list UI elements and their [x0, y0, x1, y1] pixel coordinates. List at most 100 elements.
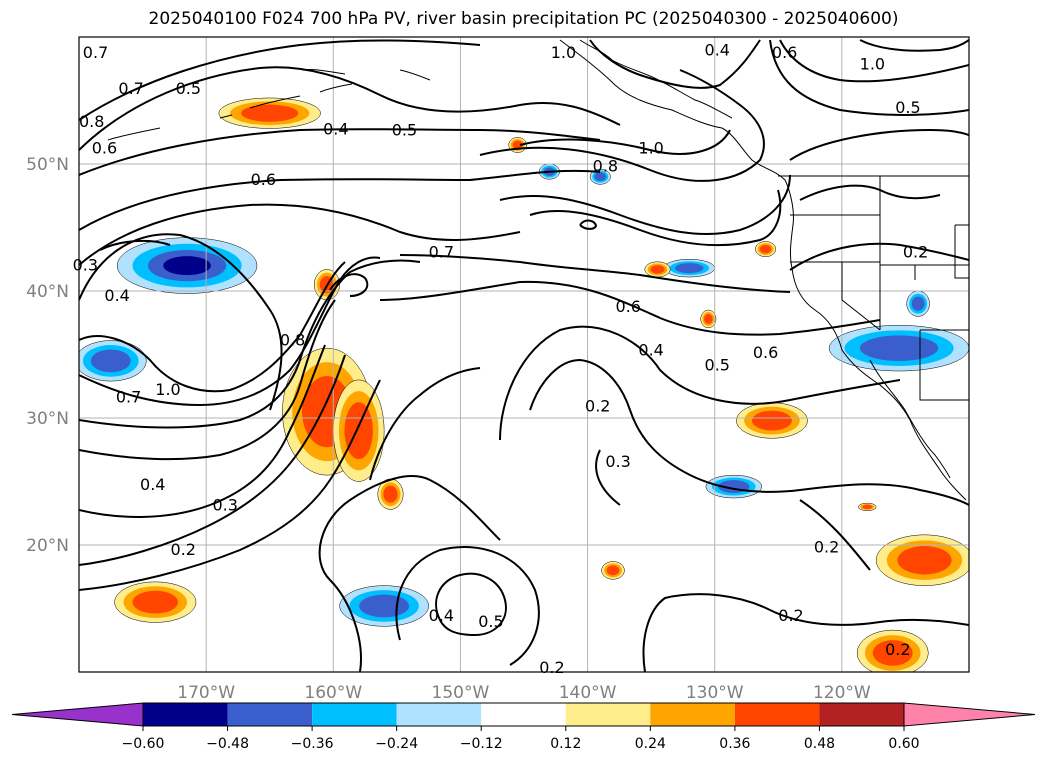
- pv-contour: [79, 344, 326, 518]
- pv-contour: [79, 128, 601, 176]
- colorbar-tick-label: −0.12: [460, 736, 503, 752]
- pv-contour: [329, 273, 369, 297]
- contour-label: 0.4: [323, 119, 348, 138]
- precip-anomaly: [906, 290, 930, 317]
- pv-contour: [395, 546, 540, 666]
- precip-anomaly: [856, 629, 929, 672]
- colorbar-segment: [734, 703, 820, 726]
- pv-contour: [799, 184, 941, 201]
- precip-anomaly: [116, 237, 258, 294]
- precip-anomaly: [755, 241, 776, 257]
- contour-label: 0.2: [585, 396, 610, 415]
- contour-label: 0.5: [392, 121, 417, 140]
- contour-label: 0.5: [176, 79, 201, 98]
- lon-label: 120°W: [813, 683, 871, 703]
- contour-label: 0.2: [885, 640, 910, 659]
- contour-label: 1.0: [638, 138, 663, 157]
- contour-labels: 0.7 0.7 0.5 0.8 0.6 0.4 0.5 0.6 1.0 0.4 0.6 1.0 0.5 0…: [73, 41, 929, 677]
- contour-label: 0.5: [705, 356, 730, 375]
- colorbar-tick-label: 0.12: [550, 736, 581, 752]
- pv-contour: [479, 69, 765, 182]
- precip-anomaly: [114, 581, 197, 623]
- colorbar-tick-label: 0.48: [804, 736, 835, 752]
- lon-label: 130°W: [686, 683, 744, 703]
- lon-label: 140°W: [559, 683, 617, 703]
- pv-contour: [435, 572, 507, 637]
- contour-label: 1.0: [551, 43, 576, 62]
- map-title: 2025040100 F024 700 hPa PV, river basin …: [148, 9, 899, 29]
- pv-contour: [799, 499, 871, 571]
- contour-label: 0.6: [251, 170, 276, 189]
- precip-anomaly: [377, 478, 404, 510]
- colorbar-tick-label: −0.36: [291, 736, 334, 752]
- pv-contour: [789, 128, 969, 161]
- precip-anomaly: [339, 585, 429, 627]
- lon-label: 150°W: [432, 683, 490, 703]
- lat-label: 20°N: [26, 536, 69, 556]
- pv-contour: [79, 203, 521, 266]
- pv-contour: [519, 129, 731, 155]
- contour-label: 0.7: [83, 43, 108, 62]
- colorbar-segment: [227, 703, 313, 726]
- contour-label: 0.6: [616, 297, 641, 316]
- pv-contour: [79, 169, 601, 231]
- precip-anomaly: [700, 309, 717, 329]
- contour-label: 0.7: [118, 79, 143, 98]
- pv-contour: [79, 66, 621, 151]
- precip-anomaly: [79, 340, 147, 382]
- contour-label: 0.6: [92, 138, 117, 157]
- precip-anomaly: [736, 402, 808, 439]
- colorbar-segment: [481, 703, 566, 726]
- pv-contour: [79, 256, 381, 407]
- contour-label: 0.7: [116, 387, 141, 406]
- contour-label: 0.3: [212, 495, 237, 514]
- pv-contour: [79, 299, 336, 461]
- colorbar-extend-high: [903, 702, 1036, 727]
- colorbar: −0.60 −0.48 −0.36 −0.24 −0.12 0.12 0.24 0.36 0.4…: [11, 702, 1036, 752]
- pv-contour: [79, 39, 481, 121]
- colorbar-tick-label: −0.24: [375, 736, 418, 752]
- colorbar-segment: [565, 703, 651, 726]
- pv-contour: [769, 39, 969, 116]
- contour-label: 0.8: [593, 156, 618, 175]
- pv-contour: [79, 379, 381, 591]
- precip-anomaly: [601, 561, 625, 580]
- precip-anomaly: [875, 534, 969, 586]
- pv-contour: [79, 259, 421, 429]
- contour-label: 1.0: [860, 55, 885, 74]
- lat-label: 50°N: [26, 155, 69, 175]
- pv-contour: [499, 174, 791, 235]
- contour-label: 0.2: [539, 658, 564, 677]
- latitude-labels: 50°N 40°N 30°N 20°N: [26, 155, 69, 556]
- map-frame: [78, 36, 970, 673]
- pv-contour: [379, 280, 881, 336]
- contour-label: 0.4: [140, 475, 165, 494]
- precip-anomaly: [218, 97, 321, 129]
- contour-label: 0.2: [814, 537, 839, 556]
- pv-contour: [79, 261, 346, 393]
- contour-label: 0.2: [171, 540, 196, 559]
- contour-label: 0.5: [895, 98, 920, 117]
- us-state-lines: [790, 176, 969, 401]
- pv-contour: [79, 354, 346, 566]
- colorbar-frame: [142, 702, 905, 727]
- contour-label: 0.4: [104, 286, 129, 305]
- aleutian-islands: [107, 69, 431, 141]
- contour-label: 1.0: [155, 380, 180, 399]
- pv-contours: [79, 39, 969, 672]
- lon-label: 170°W: [177, 683, 235, 703]
- pv-contour: [529, 358, 969, 506]
- colorbar-segment: [819, 703, 904, 726]
- pv-contour: [369, 367, 481, 481]
- contour-label: 0.3: [605, 452, 630, 471]
- precipitation-layer: [79, 97, 969, 672]
- precip-anomaly: [858, 502, 877, 511]
- pv-contour: [779, 39, 969, 83]
- contour-label: 0.6: [772, 43, 797, 62]
- contour-label: 0.4: [429, 606, 454, 625]
- pv-contour: [499, 325, 901, 441]
- pv-contour: [529, 189, 782, 247]
- pv-contour: [318, 475, 501, 672]
- lon-label: 160°W: [304, 683, 362, 703]
